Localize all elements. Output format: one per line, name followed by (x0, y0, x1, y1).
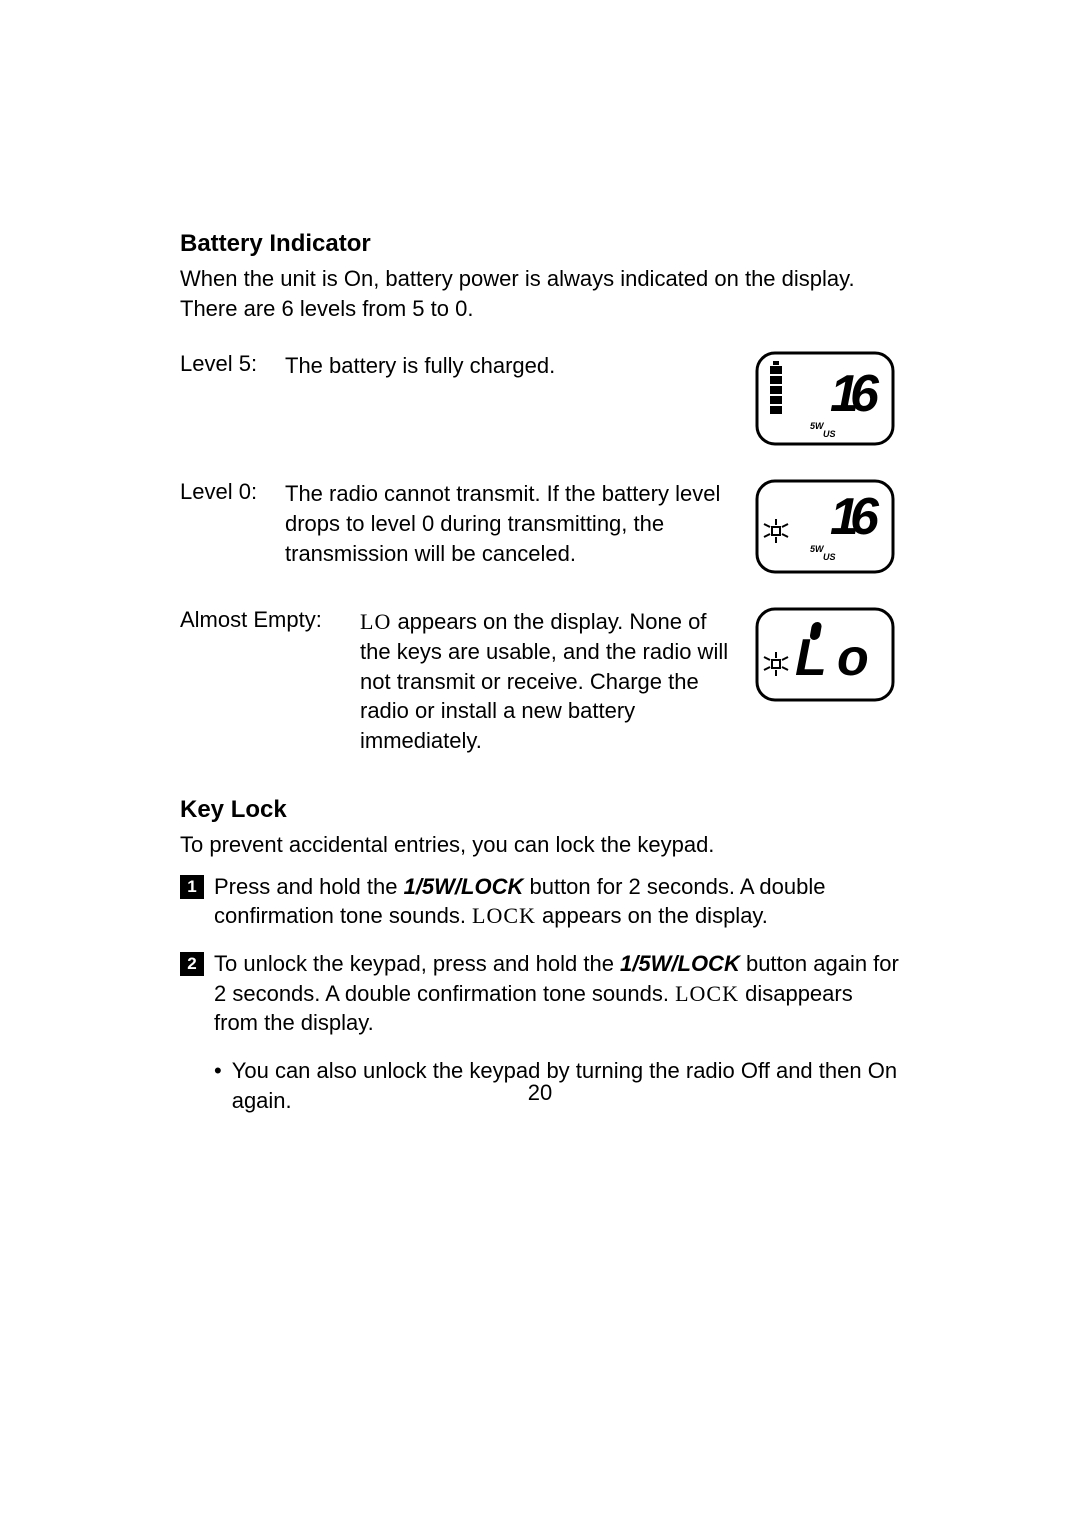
level5-lcd: 1 6 5W US (755, 351, 900, 451)
step2-t1: To unlock the keypad, press and hold the (214, 951, 620, 976)
svg-text:US: US (823, 552, 836, 562)
level5-desc: The battery is fully charged. (285, 351, 755, 381)
step-1-text: Press and hold the 1/5W/LOCK button for … (214, 872, 900, 931)
step-1-number: 1 (180, 875, 204, 899)
page-content: Battery Indicator When the unit is On, b… (180, 230, 900, 1115)
svg-text:6: 6 (850, 488, 880, 546)
svg-text:6: 6 (850, 365, 880, 423)
step1-t1: Press and hold the (214, 874, 404, 899)
level5-label: Level 5: (180, 351, 285, 377)
almost-empty-desc: LO appears on the display. None of the k… (360, 607, 755, 755)
step1-code: LOCK (472, 903, 536, 928)
step-list: 1 Press and hold the 1/5W/LOCK button fo… (180, 872, 900, 1116)
keylock-heading: Key Lock (180, 796, 900, 824)
lcd-display-level5: 1 6 5W US (755, 351, 895, 446)
svg-text:US: US (823, 429, 836, 439)
lcd-display-lo: L o (755, 607, 895, 702)
key-lock-section: Key Lock To prevent accidental entries, … (180, 796, 900, 1116)
step-1: 1 Press and hold the 1/5W/LOCK button fo… (180, 872, 900, 931)
almost-empty-text: appears on the display. None of the keys… (360, 609, 728, 753)
level0-lcd: 1 6 5W US (755, 479, 900, 579)
battery-heading: Battery Indicator (180, 230, 900, 258)
step2-button: 1/5W/LOCK (620, 951, 740, 976)
level0-label: Level 0: (180, 479, 285, 505)
step1-button: 1/5W/LOCK (404, 874, 524, 899)
step-2-number: 2 (180, 952, 204, 976)
step2-code: LOCK (675, 981, 739, 1006)
lcd-display-level0: 1 6 5W US (755, 479, 895, 574)
step-2: 2 To unlock the keypad, press and hold t… (180, 949, 900, 1038)
almost-empty-row: Almost Empty: LO appears on the display.… (180, 607, 900, 755)
almost-empty-lcd: L o (755, 607, 900, 707)
almost-empty-label: Almost Empty: (180, 607, 360, 633)
battery-intro: When the unit is On, battery power is al… (180, 264, 900, 323)
keylock-intro: To prevent accidental entries, you can l… (180, 830, 900, 860)
step-2-text: To unlock the keypad, press and hold the… (214, 949, 900, 1038)
svg-text:o: o (837, 629, 869, 687)
step1-t3: appears on the display. (536, 903, 768, 928)
level0-desc: The radio cannot transmit. If the batter… (285, 479, 755, 568)
lo-code: LO (360, 609, 391, 634)
level0-row: Level 0: The radio cannot transmit. If t… (180, 479, 900, 579)
level5-row: Level 5: The battery is fully charged. 1… (180, 351, 900, 451)
page-number: 20 (0, 1080, 1080, 1106)
